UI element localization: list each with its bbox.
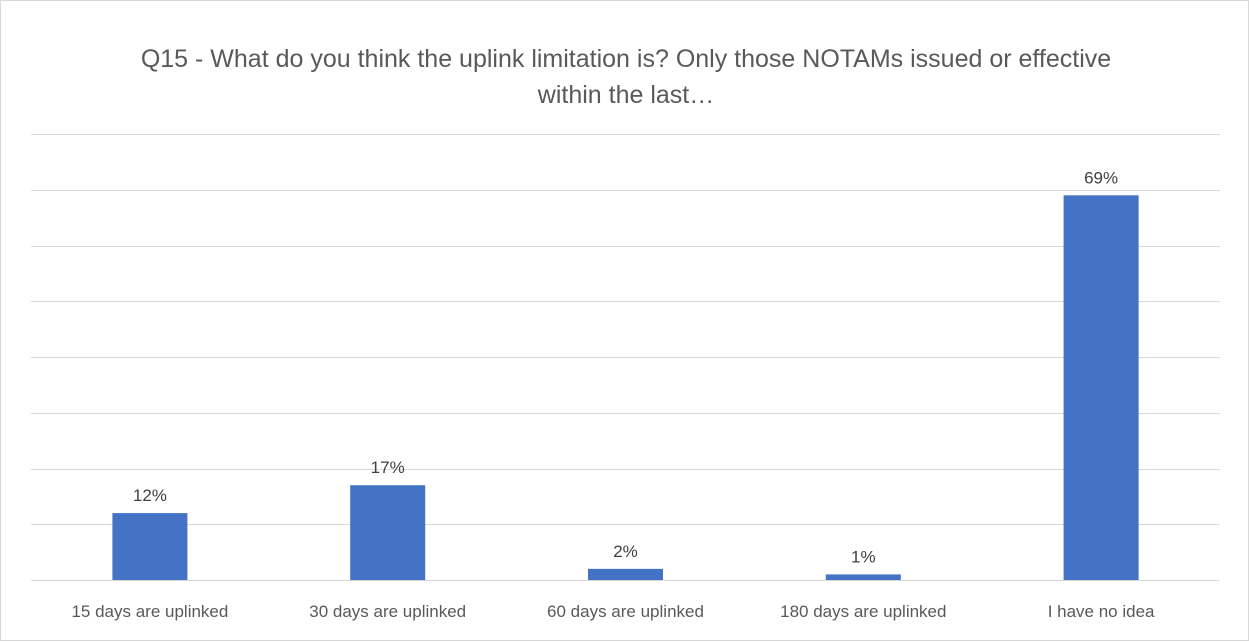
data-label-3: 2%: [613, 542, 638, 561]
bar-4: [825, 574, 901, 580]
data-label-2: 17%: [371, 458, 405, 477]
gridlines: [31, 134, 1220, 525]
data-label-1: 12%: [133, 486, 167, 505]
bar-5: [1063, 195, 1139, 580]
bars: [112, 195, 1139, 580]
x-axis: 15 days are uplinked 30 days are uplinked…: [31, 580, 1220, 621]
data-labels: 12% 17% 2% 1% 69%: [133, 168, 1118, 566]
x-tick-label-3: 60 days are uplinked: [547, 602, 704, 621]
chart-title: Q15 - What do you think the uplink limit…: [140, 45, 1112, 109]
data-label-4: 1%: [851, 547, 876, 566]
x-tick-label-4: 180 days are uplinked: [780, 602, 946, 621]
bar-2: [350, 485, 426, 580]
bar-3: [588, 568, 663, 580]
x-tick-label-2: 30 days are uplinked: [309, 602, 466, 621]
data-label-5: 69%: [1084, 168, 1118, 187]
x-tick-label-5: I have no idea: [1048, 602, 1155, 621]
bar-1: [112, 513, 188, 580]
x-tick-label-1: 15 days are uplinked: [71, 602, 228, 621]
